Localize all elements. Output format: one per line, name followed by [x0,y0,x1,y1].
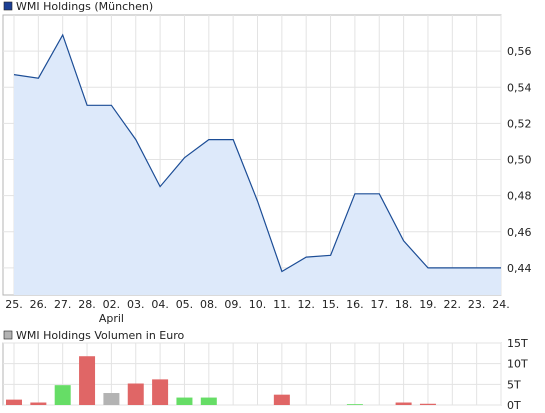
price-y-tick-label: 0,52 [507,117,532,130]
volume-bar [152,379,169,405]
price-x-tick-label: 18. [395,298,413,311]
price-y-tick-label: 0,44 [507,262,532,275]
price-x-tick-label: 25. [5,298,23,311]
price-x-tick-label: 10. [249,298,267,311]
volume-y-tick-label: 10T [507,358,528,371]
volume-y-tick-label: 0T [507,399,521,412]
price-x-tick-label: 09. [224,298,242,311]
price-legend-swatch [3,1,13,11]
volume-bar [79,356,96,405]
price-x-tick-label: 26. [30,298,48,311]
price-y-tick-label: 0,46 [507,226,532,239]
price-x-tick-label: 23. [468,298,486,311]
volume-bar [200,397,217,405]
price-x-tick-label: 16. [346,298,364,311]
price-y-tick-label: 0,48 [507,190,532,203]
price-y-tick-label: 0,50 [507,154,532,167]
volume-y-tick-label: 5T [507,378,521,391]
price-x-tick-label: 05. [176,298,194,311]
volume-chart: WMI Holdings Volumen in Euro 0T 5T 10T 15T [2,329,528,412]
price-chart: WMI Holdings (München) 0,440,460,480,500… [2,0,532,325]
volume-bar [103,393,120,405]
volume-y-axis: 0T 5T 10T 15T [507,337,528,412]
price-x-tick-label: 15. [322,298,340,311]
volume-bar [176,397,193,405]
price-y-axis: 0,44 0,46 0,48 0,50 0,52 0,54 0,56 [507,45,532,275]
price-x-tick-label: 12. [297,298,315,311]
volume-bar [127,383,144,405]
price-x-tick-label: 28. [78,298,96,311]
volume-bar [419,403,436,405]
volume-legend-swatch [3,330,13,340]
price-x-tick-label: 19. [419,298,437,311]
price-x-tick-label: 03. [127,298,145,311]
volume-bars [6,356,436,405]
volume-bar [395,402,412,405]
price-area-fill [14,34,501,296]
volume-chart-title: WMI Holdings Volumen in Euro [16,329,184,342]
volume-bar [6,399,22,405]
volume-bar [273,394,290,405]
volume-bar [30,402,47,405]
volume-y-tick-label: 15T [507,337,528,350]
price-y-tick-label: 0,54 [507,81,532,94]
price-x-axis: 25. 26. 27. 28. 02. 03. 04. 05. 08. 09. 10. 11. 12. 1… [5,298,510,311]
price-x-tick-label: 02. [103,298,121,311]
price-line [13,33,501,273]
price-x-tick-label: 11. [273,298,291,311]
month-label: April [99,312,124,325]
volume-bar [346,404,363,405]
volume-plot-area [2,342,502,406]
price-y-tick-label: 0,56 [507,45,532,58]
price-x-tick-label: 17. [371,298,389,311]
price-x-tick-label: 24. [492,298,510,311]
volume-bar [54,385,71,405]
price-x-tick-label: 22. [444,298,462,311]
price-x-tick-label: 08. [200,298,218,311]
price-chart-title: WMI Holdings (München) [16,0,153,13]
price-x-tick-label: 27. [54,298,72,311]
price-x-tick-label: 04. [151,298,169,311]
